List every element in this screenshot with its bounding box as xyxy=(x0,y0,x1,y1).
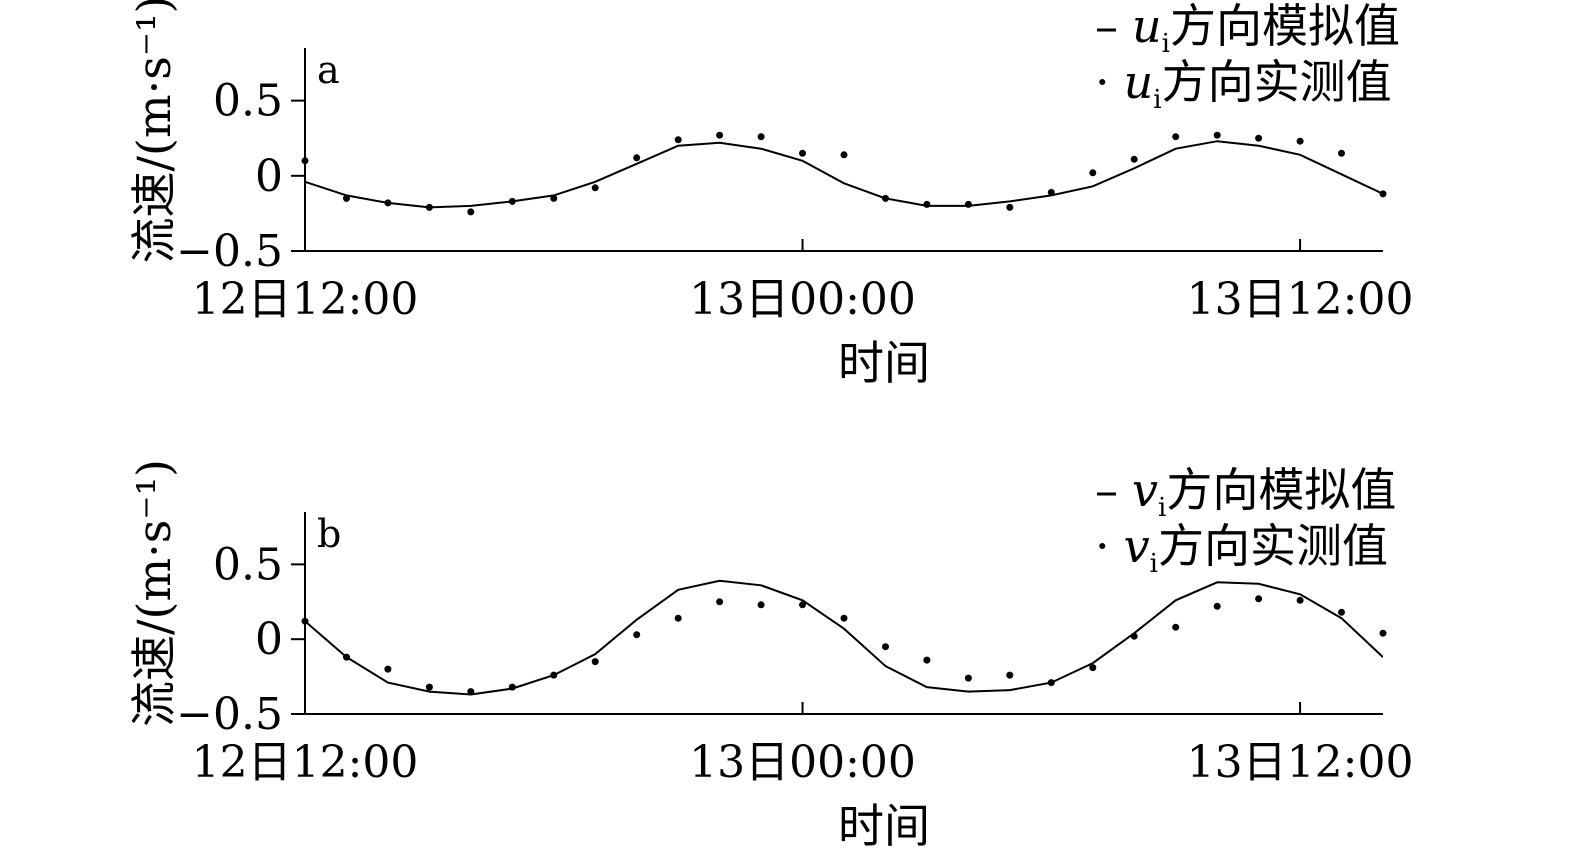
x-tick-label: 12日12:00 xyxy=(192,737,419,788)
series-point xyxy=(716,598,724,606)
series-point xyxy=(1379,190,1387,198)
x-axis-title: 时间 xyxy=(838,799,930,853)
legend-entry: – ui方向模拟值 xyxy=(1095,0,1400,59)
series-point xyxy=(923,200,931,208)
series-point xyxy=(467,208,475,216)
series-point xyxy=(840,151,848,159)
series-point xyxy=(799,601,806,609)
series-point xyxy=(508,197,516,205)
legend-variable: v xyxy=(1132,463,1158,517)
y-axis-title: 流速/(m·s⁻¹) xyxy=(127,459,181,727)
series-point xyxy=(591,658,599,666)
y-tick-label: −0.5 xyxy=(176,689,283,740)
series-point xyxy=(1296,596,1304,604)
series-point xyxy=(757,601,765,609)
series-point xyxy=(1255,134,1263,142)
series-point xyxy=(508,683,516,691)
y-tick-label: 0 xyxy=(255,151,283,202)
x-tick-label: 12日12:00 xyxy=(192,274,419,325)
series-point xyxy=(550,194,558,202)
x-tick-label: 13日00:00 xyxy=(689,274,916,325)
series-point xyxy=(882,194,889,202)
legend-subscript: i xyxy=(1162,29,1170,59)
panel-label: a xyxy=(317,48,340,92)
series-point xyxy=(1006,203,1014,211)
series-point xyxy=(1047,188,1055,196)
series-point xyxy=(384,199,392,207)
legend-text: 方向实测值 xyxy=(1162,55,1392,109)
series-point xyxy=(1006,671,1014,679)
legend-marker: – xyxy=(1095,463,1118,517)
legend-subscript: i xyxy=(1158,493,1166,523)
x-tick-label: 13日00:00 xyxy=(689,737,916,788)
series-point xyxy=(1130,632,1138,640)
x-tick-label: 13日12:00 xyxy=(1187,737,1414,788)
series-point xyxy=(840,614,848,622)
series-line xyxy=(305,579,1383,696)
series-point xyxy=(1296,137,1304,145)
legend-variable: v xyxy=(1124,519,1150,573)
series-point xyxy=(964,200,972,208)
series-point xyxy=(1338,149,1345,157)
legend-text: 方向实测值 xyxy=(1158,519,1388,573)
series-point xyxy=(1047,679,1055,687)
series-point xyxy=(964,674,972,682)
series-point xyxy=(799,149,806,157)
series-point xyxy=(343,653,350,661)
series-point xyxy=(550,671,558,679)
series-point xyxy=(1172,133,1180,141)
legend-entry: – vi方向模拟值 xyxy=(1095,463,1396,523)
legend-variable: u xyxy=(1132,0,1162,53)
y-tick-label: 0 xyxy=(255,614,283,665)
legend-subscript: i xyxy=(1150,549,1158,579)
series-point xyxy=(716,131,724,139)
series-point xyxy=(1338,608,1345,616)
series-point xyxy=(301,157,309,165)
series-point xyxy=(1213,131,1221,139)
series-point xyxy=(923,656,931,664)
series-point xyxy=(1172,623,1180,631)
series-point xyxy=(1255,595,1263,603)
series-point xyxy=(674,614,682,622)
legend-text: 方向模拟值 xyxy=(1166,463,1396,517)
x-tick-label: 13日12:00 xyxy=(1187,274,1414,325)
legend-text: 方向模拟值 xyxy=(1170,0,1400,53)
legend-entry: · ui方向实测值 xyxy=(1095,55,1392,115)
series-point xyxy=(591,184,599,192)
series-point xyxy=(425,683,433,691)
series-point xyxy=(1130,155,1138,163)
legend-subscript: i xyxy=(1153,85,1161,115)
legend-variable: u xyxy=(1124,55,1154,109)
series-point xyxy=(633,154,641,162)
legend-marker: · xyxy=(1095,55,1110,109)
series-point xyxy=(633,631,641,639)
series-point xyxy=(343,194,350,202)
legend-marker: – xyxy=(1095,0,1118,53)
series-point xyxy=(1379,629,1387,637)
panel-label: b xyxy=(317,512,341,556)
series-point xyxy=(1213,602,1221,610)
series-point xyxy=(384,665,392,673)
series-point xyxy=(425,203,433,211)
series-point xyxy=(1089,169,1097,177)
y-tick-label: 0.5 xyxy=(213,539,283,590)
y-axis-title: 流速/(m·s⁻¹) xyxy=(127,0,181,263)
legend-marker: · xyxy=(1095,519,1110,573)
series-line xyxy=(305,140,1383,209)
series-point xyxy=(757,133,765,141)
series-point xyxy=(674,136,682,144)
x-axis-title: 时间 xyxy=(838,336,930,390)
legend-entry: · vi方向实测值 xyxy=(1095,519,1388,579)
y-tick-label: 0.5 xyxy=(213,76,283,127)
y-tick-label: −0.5 xyxy=(176,226,283,277)
series-point xyxy=(882,643,889,651)
series-point xyxy=(301,617,309,625)
series-point xyxy=(1089,664,1097,672)
series-point xyxy=(467,688,475,696)
